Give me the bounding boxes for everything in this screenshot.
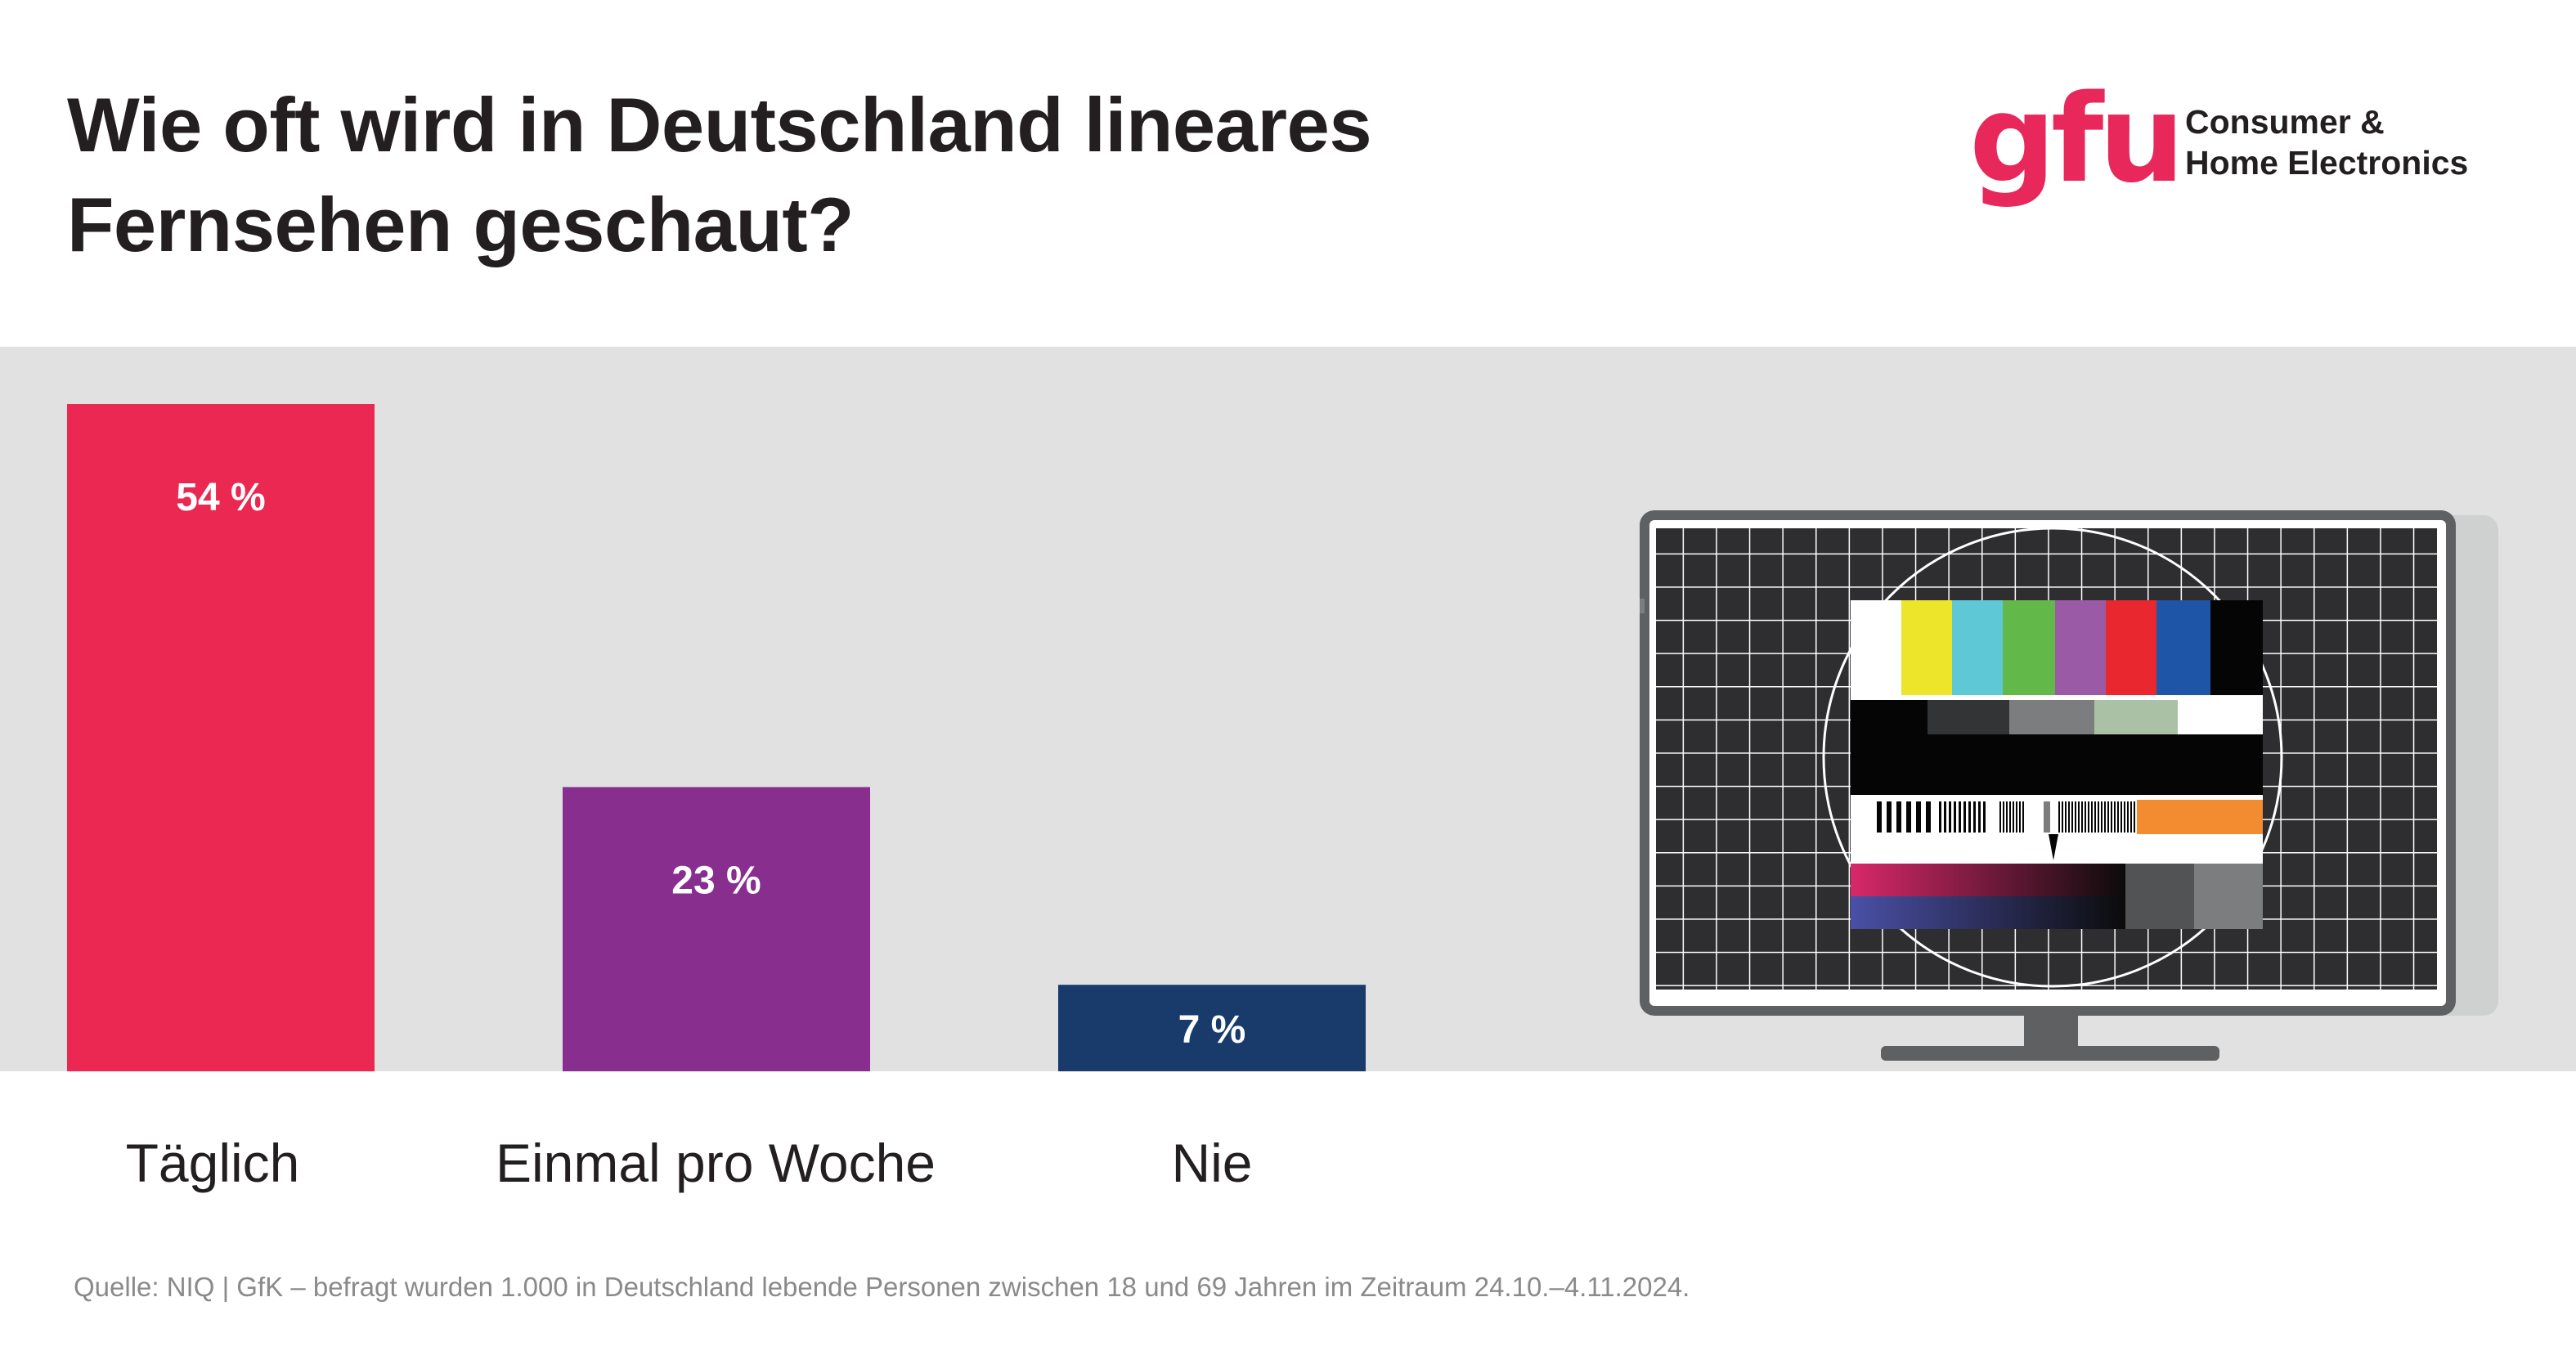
title-line-2: Fernsehen geschaut? [67, 182, 855, 267]
category-label-nie: Nie [1171, 1133, 1253, 1193]
bar-chart: 54 % 23 % 7 % [67, 404, 1366, 1071]
category-label-taeglich: Täglich [125, 1133, 300, 1193]
bar-value-label-1: 54 % [176, 476, 265, 519]
bar-2 [563, 787, 870, 1071]
bar-3 [1058, 985, 1366, 1071]
gfu-logo-text: Consumer & Home Electronics [2185, 101, 2468, 183]
gfu-logo: gfu Consumer & Home Electronics [1969, 74, 2476, 213]
category-label-einmal-pro-woche: Einmal pro Woche [495, 1133, 936, 1193]
logo-line-2: Home Electronics [2185, 144, 2469, 182]
bar-value-label-3: 7 % [1178, 1008, 1246, 1052]
gfu-logo-mark: gfu [1969, 69, 2185, 209]
chart-title: Wie oft wird in Deutschland lineares Fer… [67, 75, 1621, 275]
tv-test-pattern-illustration [1640, 510, 2498, 1061]
logo-line-1: Consumer & [2185, 103, 2385, 141]
bar-value-label-2: 23 % [671, 859, 761, 902]
bar-1 [67, 404, 375, 1071]
title-line-1: Wie oft wird in Deutschland lineares [67, 82, 1372, 168]
source-note: Quelle: NIQ | GfK – befragt wurden 1.000… [74, 1272, 1690, 1302]
